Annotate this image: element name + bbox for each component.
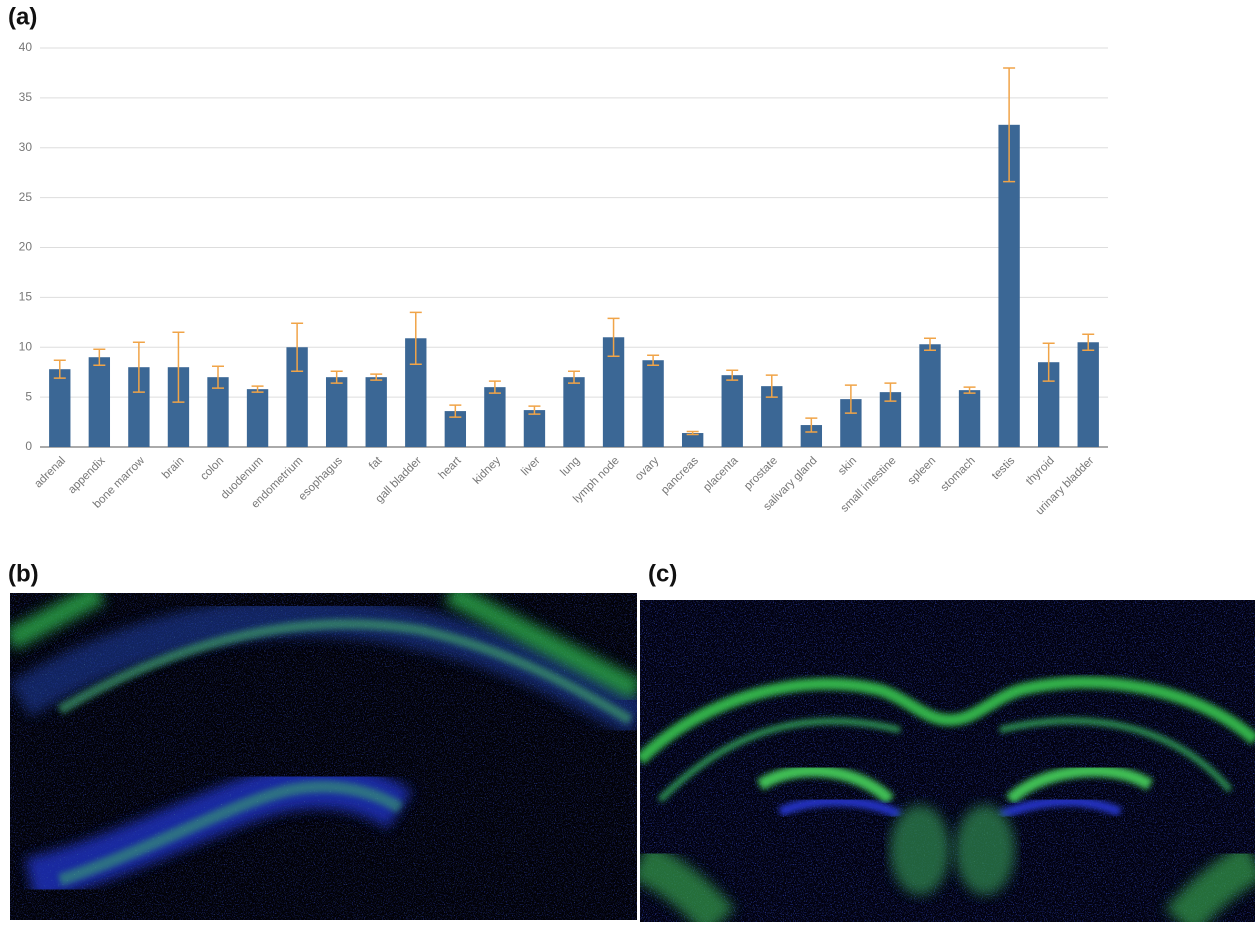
y-tick-label: 0 [25, 439, 32, 453]
y-tick-label: 5 [25, 389, 32, 403]
x-tick-label: skin [836, 455, 859, 478]
bar [563, 377, 584, 447]
micrograph-b [10, 593, 640, 920]
x-tick-label: prostate [742, 455, 780, 493]
x-tick-label: kidney [471, 455, 503, 487]
x-tick-label: stomach [939, 455, 978, 494]
x-tick-label: adrenal [32, 455, 68, 491]
x-tick-label: fat [367, 454, 385, 472]
x-tick-label: pancreas [659, 455, 701, 497]
panel-label: (c) [648, 560, 677, 587]
y-tick-label: 20 [19, 240, 33, 254]
y-tick-label: 30 [19, 140, 33, 154]
bar [326, 377, 347, 447]
bar [722, 375, 743, 447]
bar [959, 390, 980, 447]
bar [366, 377, 387, 447]
y-tick-label: 35 [19, 90, 33, 104]
y-tick-label: 40 [19, 40, 33, 54]
y-tick-label: 10 [19, 339, 33, 353]
bar [524, 410, 545, 447]
bar [642, 360, 663, 447]
bar [247, 389, 268, 447]
x-tick-label: appendix [66, 455, 108, 497]
x-tick-label: liver [519, 455, 543, 479]
y-tick-label: 15 [19, 290, 33, 304]
bar [919, 344, 940, 447]
bar [49, 369, 70, 447]
x-tick-label: heart [437, 454, 465, 482]
bar [484, 387, 505, 447]
x-tick-label: placenta [701, 454, 741, 494]
micrograph-c [640, 600, 1255, 922]
panel-label: (b) [8, 560, 39, 587]
x-tick-label: thyroid [1024, 455, 1057, 488]
y-tick-label: 25 [19, 190, 33, 204]
bar [1078, 342, 1099, 447]
panel-label: (a) [8, 3, 37, 30]
x-tick-label: ovary [633, 455, 662, 484]
x-tick-label: colon [198, 455, 226, 483]
figure: (a) (b) (c) 0 5 10 15 20 25 30 35 40 adrenalappen… [0, 0, 1255, 924]
x-tick-label: brain [160, 455, 187, 482]
x-tick-label: lung [558, 455, 582, 479]
x-tick-label: testis [990, 455, 1018, 483]
bar [89, 357, 110, 447]
x-tick-label: spleen [906, 455, 938, 487]
